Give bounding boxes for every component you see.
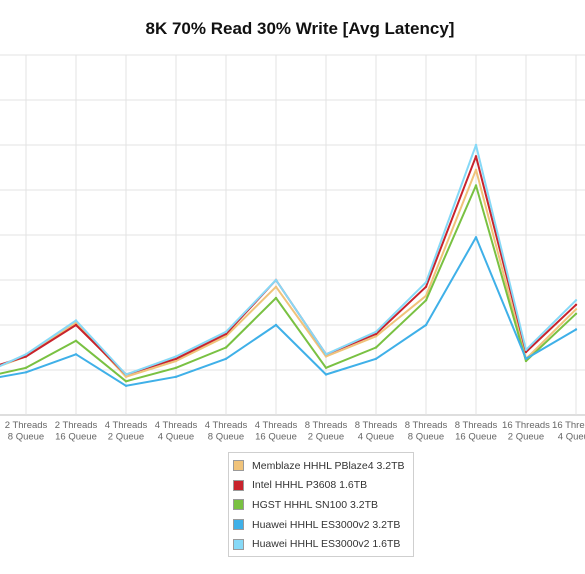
data-point bbox=[474, 236, 478, 239]
data-point bbox=[474, 143, 478, 147]
series-lines bbox=[0, 143, 578, 387]
data-point bbox=[174, 375, 178, 378]
data-point bbox=[324, 373, 328, 376]
data-point bbox=[374, 346, 378, 349]
data-point bbox=[424, 281, 428, 284]
data-point bbox=[574, 312, 578, 315]
data-point bbox=[374, 335, 378, 338]
data-point bbox=[224, 332, 228, 336]
data-point bbox=[24, 371, 28, 374]
data-point bbox=[124, 384, 128, 387]
data-point bbox=[524, 359, 528, 363]
data-point bbox=[524, 348, 528, 351]
x-tick-label: 4 Threads 16 Queue bbox=[255, 420, 298, 443]
x-tick-label: 8 Threads 2 Queue bbox=[305, 420, 348, 443]
data-point bbox=[274, 296, 278, 300]
data-point bbox=[24, 355, 28, 358]
legend-label: Intel HHHL P3608 1.6TB bbox=[252, 479, 368, 492]
data-point bbox=[324, 353, 328, 356]
x-tick-label: 2 Threads 16 Queue bbox=[55, 420, 98, 443]
data-point bbox=[174, 366, 178, 369]
data-point bbox=[224, 346, 228, 349]
data-point bbox=[574, 328, 578, 331]
series-line-2 bbox=[0, 155, 577, 376]
chart-title: 8K 70% Read 30% Write [Avg Latency] bbox=[145, 19, 455, 38]
legend-swatch bbox=[233, 519, 244, 531]
legend-item[interactable]: Huawei HHHL ES3000v2 1.6TB bbox=[229, 534, 413, 554]
data-point bbox=[274, 323, 278, 327]
data-point bbox=[24, 366, 28, 369]
data-point bbox=[474, 168, 478, 171]
x-tick-label: 16 Threads 2 Queue bbox=[502, 420, 550, 443]
data-point bbox=[474, 155, 478, 158]
series-line-5 bbox=[0, 144, 577, 376]
legend-item[interactable]: Intel HHHL P3608 1.6TB bbox=[229, 476, 413, 496]
data-point bbox=[74, 353, 78, 356]
data-point bbox=[524, 350, 528, 354]
data-point bbox=[124, 375, 128, 378]
series-line-4 bbox=[0, 236, 577, 387]
legend-item[interactable]: Huawei HHHL ES3000v2 3.2TB bbox=[229, 515, 413, 535]
data-point bbox=[374, 332, 378, 336]
legend-label: Huawei HHHL ES3000v2 3.2TB bbox=[252, 518, 401, 531]
data-point bbox=[74, 319, 78, 322]
legend-swatch bbox=[233, 460, 244, 472]
data-point bbox=[24, 353, 28, 356]
x-tick-label: 4 Threads 2 Queue bbox=[105, 420, 148, 443]
x-tick-label: 4 Threads 4 Queue bbox=[155, 420, 198, 443]
x-tick-label: 8 Threads 8 Queue bbox=[405, 420, 448, 443]
data-point bbox=[524, 357, 528, 360]
data-point bbox=[274, 285, 278, 288]
legend-label: Memblaze HHHL PBlaze4 3.2TB bbox=[252, 459, 405, 472]
data-point bbox=[174, 355, 178, 358]
data-point bbox=[574, 303, 578, 306]
x-tick-label: 8 Threads 4 Queue bbox=[355, 420, 398, 443]
x-tick-label: 4 Threads 8 Queue bbox=[205, 420, 248, 443]
legend-swatch bbox=[233, 538, 244, 550]
data-point bbox=[74, 339, 78, 342]
data-point bbox=[374, 357, 378, 360]
legend-label: Huawei HHHL ES3000v2 1.6TB bbox=[252, 538, 401, 551]
data-point bbox=[74, 323, 78, 327]
data-point bbox=[424, 294, 428, 297]
data-point bbox=[124, 380, 128, 383]
data-point bbox=[124, 373, 128, 376]
legend-item[interactable]: HGST HHHL SN100 3.2TB bbox=[229, 495, 413, 515]
data-point bbox=[224, 330, 228, 333]
data-point bbox=[424, 299, 428, 302]
data-point bbox=[574, 308, 578, 311]
data-point bbox=[224, 335, 228, 338]
data-point bbox=[174, 357, 178, 360]
legend-swatch bbox=[233, 499, 244, 511]
data-point bbox=[474, 184, 478, 187]
x-tick-label: 2 Threads 8 Queue bbox=[5, 420, 48, 443]
legend-swatch bbox=[233, 479, 244, 491]
series-line-3 bbox=[0, 184, 577, 383]
data-point bbox=[174, 359, 178, 363]
legend: Memblaze HHHL PBlaze4 3.2TB Intel HHHL P3… bbox=[228, 452, 414, 557]
data-point bbox=[574, 299, 578, 302]
legend-label: HGST HHHL SN100 3.2TB bbox=[252, 498, 379, 511]
data-point bbox=[324, 355, 328, 358]
data-point bbox=[224, 357, 228, 360]
data-point bbox=[274, 278, 278, 282]
data-point bbox=[424, 285, 428, 288]
data-point bbox=[374, 330, 378, 333]
data-point bbox=[424, 323, 428, 327]
x-tick-label: 8 Threads 16 Queue bbox=[455, 420, 498, 443]
legend-item[interactable]: Memblaze HHHL PBlaze4 3.2TB bbox=[229, 456, 413, 476]
data-point bbox=[324, 366, 328, 369]
